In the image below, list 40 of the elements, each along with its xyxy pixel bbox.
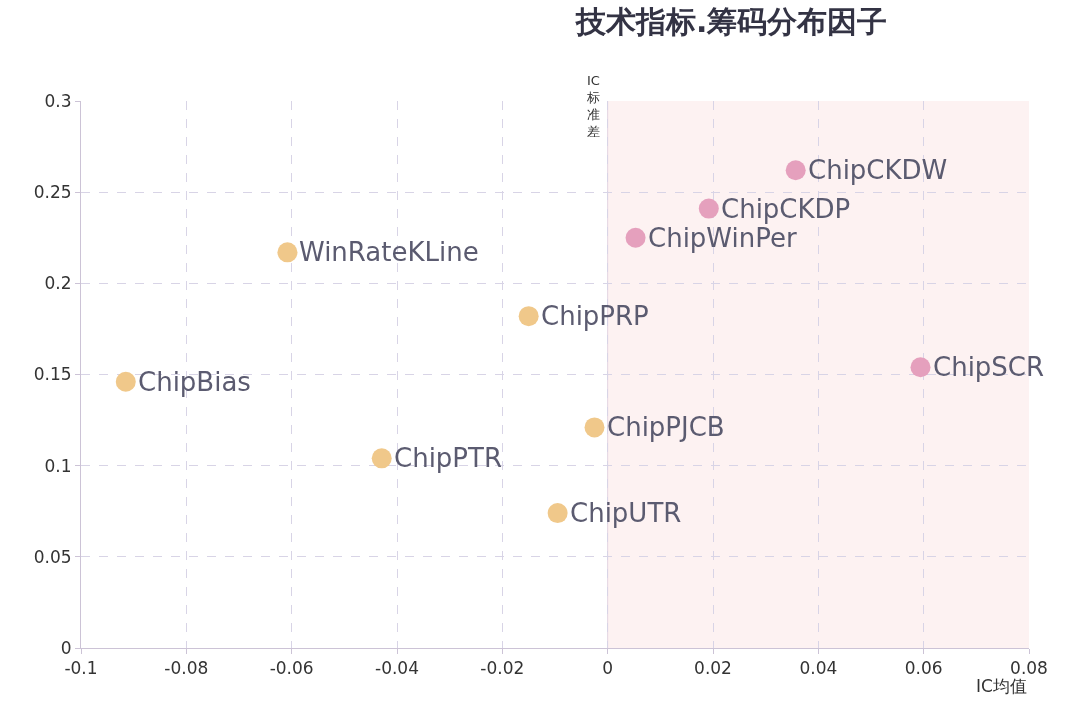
y-tick-label: 0.05 bbox=[33, 546, 72, 567]
x-tick-label: 0.04 bbox=[799, 658, 838, 679]
point bbox=[371, 448, 392, 469]
y-tick-label: 0.25 bbox=[33, 182, 72, 203]
annotation: ChipPTR bbox=[394, 443, 502, 473]
point bbox=[547, 503, 568, 524]
y-tick-label: 0.1 bbox=[44, 455, 72, 476]
point bbox=[698, 198, 719, 219]
point bbox=[910, 357, 931, 378]
x-tick-label: 0 bbox=[602, 658, 614, 679]
annotation: ChipPRP bbox=[541, 301, 649, 331]
point bbox=[115, 371, 136, 392]
annotation: WinRateKLine bbox=[299, 237, 479, 267]
x-axis-title: IC均值 bbox=[976, 676, 1027, 696]
point bbox=[785, 160, 806, 181]
x-tick-label: 0.08 bbox=[1010, 658, 1048, 679]
x-tick-label: -0.08 bbox=[164, 658, 209, 679]
annotation: ChipSCR bbox=[933, 352, 1045, 382]
point bbox=[518, 306, 539, 327]
x-tick-label: -0.1 bbox=[64, 658, 98, 679]
x-tick-label: -0.04 bbox=[375, 658, 419, 679]
annotation: ChipPJCB bbox=[607, 412, 725, 442]
y-axis-title: IC标准差 bbox=[586, 73, 600, 139]
x-tick-label: 0.06 bbox=[904, 658, 943, 679]
x-tick-label: -0.02 bbox=[480, 658, 525, 679]
annotation: ChipCKDW bbox=[808, 155, 948, 185]
annotation: ChipBias bbox=[138, 367, 251, 397]
annotation: ChipUTR bbox=[570, 498, 682, 528]
x-tick-label: 0.02 bbox=[694, 658, 732, 679]
point bbox=[584, 417, 605, 438]
point bbox=[277, 242, 298, 263]
y-tick-label: 0 bbox=[60, 637, 72, 658]
x-tick-label: -0.06 bbox=[269, 658, 314, 679]
y-tick-label: 0.15 bbox=[33, 364, 72, 385]
annotation: ChipCKDP bbox=[721, 194, 851, 224]
y-tick-label: 0.3 bbox=[44, 90, 72, 111]
chart-title: 技术指标.筹码分布因子 bbox=[574, 3, 888, 39]
annotation: ChipWinPer bbox=[648, 223, 797, 253]
point bbox=[625, 227, 646, 248]
y-tick-label: 0.2 bbox=[44, 273, 72, 294]
